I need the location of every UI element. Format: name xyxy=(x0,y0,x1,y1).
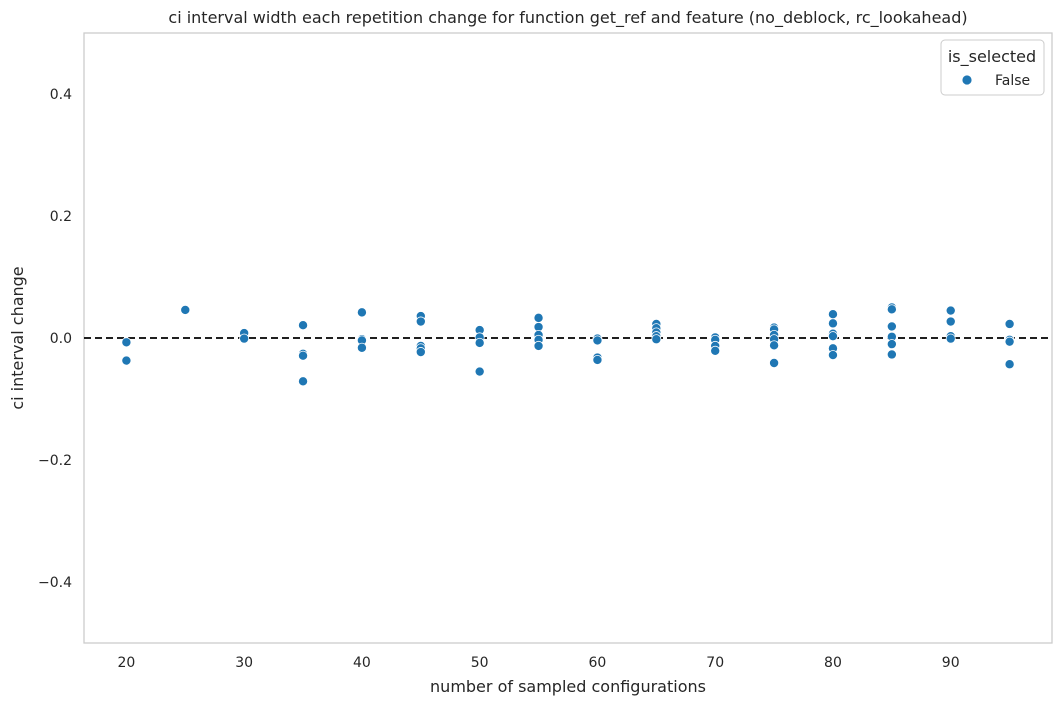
data-point xyxy=(298,350,309,361)
data-point xyxy=(827,318,838,329)
data-point xyxy=(474,337,485,348)
data-point xyxy=(533,340,544,351)
x-tick-label: 20 xyxy=(117,655,135,671)
legend-label-false: False xyxy=(995,73,1030,89)
data-point xyxy=(592,354,603,365)
data-point xyxy=(769,340,780,351)
data-point xyxy=(121,337,132,348)
data-point xyxy=(180,304,191,315)
data-point xyxy=(356,307,367,318)
y-tick-label: −0.4 xyxy=(38,575,72,591)
legend-marker-false xyxy=(961,74,973,86)
data-point xyxy=(945,305,956,316)
x-axis: 20 30 40 50 60 70 80 90 xyxy=(117,655,959,671)
y-axis-label: ci interval change xyxy=(8,266,27,409)
data-point xyxy=(886,304,897,315)
x-tick-label: 40 xyxy=(353,655,371,671)
x-tick-label: 80 xyxy=(824,655,842,671)
data-point xyxy=(945,333,956,344)
y-tick-label: 0.4 xyxy=(50,87,72,103)
legend-title: is_selected xyxy=(948,47,1036,67)
data-point xyxy=(1004,318,1015,329)
x-tick-label: 60 xyxy=(589,655,607,671)
data-point xyxy=(827,331,838,342)
data-point xyxy=(298,376,309,387)
data-point xyxy=(886,339,897,350)
data-point xyxy=(356,342,367,353)
data-point xyxy=(1004,336,1015,347)
x-tick-label: 30 xyxy=(235,655,253,671)
data-point xyxy=(533,312,544,323)
data-point xyxy=(1004,359,1015,370)
x-axis-label: number of sampled configurations xyxy=(430,677,706,696)
data-point xyxy=(710,345,721,356)
chart-title: ci interval width each repetition change… xyxy=(168,8,967,28)
x-tick-label: 50 xyxy=(471,655,489,671)
data-point xyxy=(651,334,662,345)
data-points xyxy=(121,302,1015,387)
y-tick-label: 0.0 xyxy=(50,331,72,347)
y-tick-label: −0.2 xyxy=(38,453,72,469)
y-axis: 0.4 0.2 0.0 −0.2 −0.4 xyxy=(38,87,72,591)
data-point xyxy=(592,335,603,346)
y-tick-label: 0.2 xyxy=(50,209,72,225)
data-point xyxy=(121,355,132,366)
data-point xyxy=(474,366,485,377)
x-tick-label: 90 xyxy=(942,655,960,671)
data-point xyxy=(298,320,309,331)
data-point xyxy=(827,350,838,361)
legend: is_selected False xyxy=(940,39,1045,96)
data-point xyxy=(769,358,780,369)
data-point xyxy=(415,316,426,327)
data-point xyxy=(886,349,897,360)
x-tick-label: 70 xyxy=(706,655,724,671)
data-point xyxy=(827,309,838,320)
data-point xyxy=(945,316,956,327)
data-point xyxy=(415,347,426,358)
data-point xyxy=(239,333,250,344)
data-point xyxy=(886,321,897,332)
